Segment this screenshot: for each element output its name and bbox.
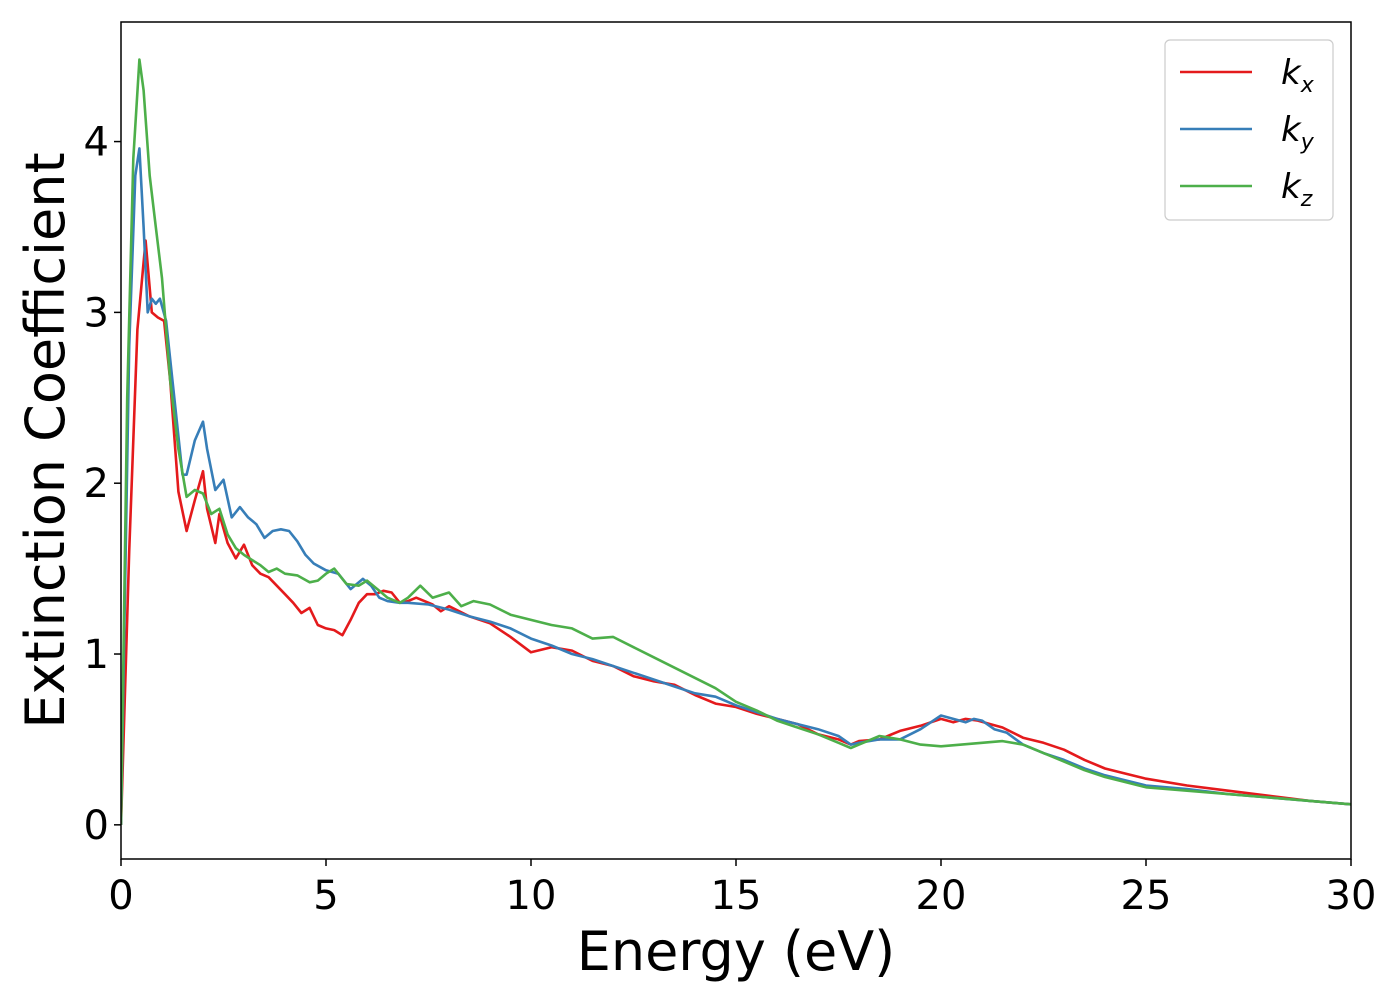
legend-label-base: k	[1281, 167, 1302, 207]
y-tick-label: 1	[84, 632, 109, 678]
ticks-layer: 0 5 10 15 20 25 30 0 1 2 3 4	[84, 120, 1377, 919]
x-tick-label: 20	[916, 873, 967, 919]
legend-label-y: ky	[1281, 110, 1315, 155]
y-tick-label: 3	[84, 290, 109, 336]
y-tick-label: 4	[84, 120, 109, 166]
series-line-z	[121, 58, 1351, 825]
y-tick-label: 0	[84, 803, 109, 849]
legend-label-base: k	[1281, 53, 1302, 93]
x-tick-label: 30	[1326, 873, 1377, 919]
legend-label-base: k	[1281, 110, 1302, 150]
legend-label-x: kx	[1281, 53, 1315, 98]
x-tick-label: 15	[711, 873, 762, 919]
x-axis-label: Energy (eV)	[577, 920, 896, 983]
legend-label-subscript: y	[1300, 130, 1315, 155]
legend-label-subscript: z	[1300, 187, 1313, 212]
series-line-y	[121, 147, 1351, 825]
y-tick-label: 2	[84, 461, 109, 507]
y-axis-label: Extinction Coefficient	[14, 152, 77, 728]
x-tick-label: 0	[108, 873, 133, 919]
x-tick-label: 5	[313, 873, 338, 919]
x-tick-label: 10	[506, 873, 557, 919]
legend-label-z: kz	[1281, 167, 1313, 212]
legend-label-subscript: x	[1300, 73, 1315, 98]
x-tick-label: 25	[1121, 873, 1172, 919]
series-layer	[121, 58, 1351, 825]
